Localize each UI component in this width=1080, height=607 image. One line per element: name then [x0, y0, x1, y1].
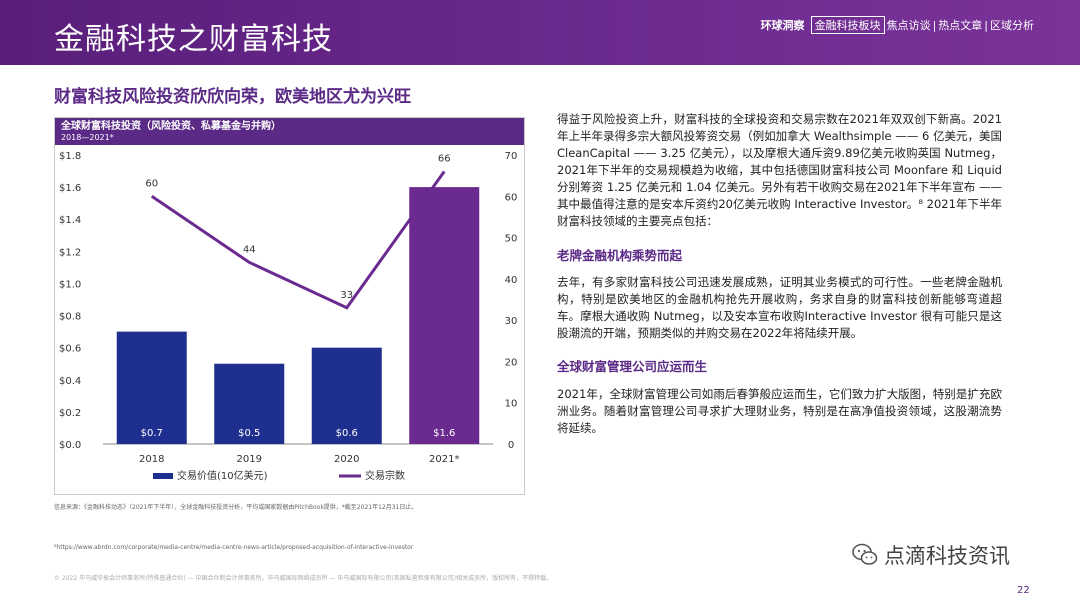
page-number: 22: [1017, 585, 1030, 596]
line-value-label: 66: [438, 154, 451, 165]
chart-subtitle: 2018—2021*: [61, 133, 114, 142]
legend-line-label: 交易宗数: [365, 469, 405, 482]
left-axis-tick-label: $1.8: [59, 151, 81, 162]
section-heading-2: 全球财富管理公司应运而生: [557, 359, 708, 374]
nav-item-regions[interactable]: 区域分析: [990, 19, 1034, 32]
chart-canvas: $0.0 $0.2 $0.4 $0.6 $0.8 $1.0 $1.2 $1.4 $1.6 $1.8…: [59, 151, 518, 482]
nav-separator: |: [932, 18, 937, 32]
nav-item-active[interactable]: 金融科技板块: [810, 16, 885, 34]
bar: [409, 187, 480, 444]
nav-main-label[interactable]: 环球洞察: [760, 19, 805, 32]
right-axis-tick-label: 10: [505, 399, 518, 410]
left-axis-tick-label: $1.6: [59, 183, 81, 194]
nav-item-interviews[interactable]: 焦点访谈: [886, 19, 931, 32]
right-axis-tick-label: 50: [505, 234, 518, 245]
x-tick-label: 2018: [139, 454, 164, 465]
left-axis-tick-label: $0.6: [59, 344, 81, 355]
x-tick-label: 2021*: [429, 454, 459, 465]
chart-title: 全球财富科技投资（风险投资、私募基金与并购）: [61, 121, 281, 132]
right-axis-tick-label: 30: [505, 316, 518, 327]
chart-header: 全球财富科技投资（风险投资、私募基金与并购） 2018—2021*: [55, 118, 524, 145]
section-subtitle: 财富科技风险投资欣欣向荣，欧美地区尤为兴旺: [54, 87, 411, 107]
right-axis-tick-label: 60: [505, 192, 518, 203]
right-axis-tick-label: 40: [505, 275, 518, 286]
nav-separator: |: [984, 18, 988, 32]
paragraph-2: 2021年，全球财富管理公司如雨后春笋般应运而生，它们致力扩大版图，特别是扩充欧…: [557, 387, 1002, 435]
header-nav: 环球洞察 金融科技板块 焦点访谈 | 热点文章 | 区域分析: [761, 16, 1034, 34]
wechat-icon: [852, 543, 878, 565]
section-heading-1: 老牌金融机构乘势而起: [557, 248, 683, 263]
x-tick-label: 2020: [334, 454, 359, 465]
right-axis-tick-label: 70: [505, 151, 518, 162]
bar-value-label: $0.6: [336, 428, 358, 439]
nav-item-articles[interactable]: 热点文章: [938, 19, 983, 32]
left-axis-tick-label: $0.4: [59, 376, 81, 387]
watermark: 点滴科技资讯: [852, 540, 1010, 570]
source-note: 信息来源：《金融科技动态》（2021年下半年），全球金融科技投资分析，平均或国家…: [54, 504, 418, 511]
left-axis-tick-label: $0.0: [59, 440, 81, 451]
chart-panel: 全球财富科技投资（风险投资、私募基金与并购） 2018—2021* $0.0 $0…: [54, 117, 525, 495]
bar: [311, 347, 382, 444]
bar: [214, 363, 285, 444]
paragraph-1: 去年，有多家财富科技公司迅速发展成熟，证明其业务模式的可行性。一些老牌金融机构，…: [557, 275, 1002, 340]
bar: [116, 331, 187, 444]
bar-value-label: $1.6: [433, 428, 455, 439]
bar-value-label: $0.5: [238, 428, 260, 439]
right-axis-tick-label: 0: [508, 440, 514, 451]
line-value-label: 33: [340, 290, 353, 301]
left-axis-tick-label: $1.2: [59, 247, 81, 258]
right-axis-tick-label: 20: [505, 357, 518, 368]
left-axis-tick-label: $0.8: [59, 312, 81, 323]
bar-value-label: $0.7: [141, 428, 163, 439]
watermark-text: 点滴科技资讯: [884, 544, 1010, 568]
left-axis-tick-label: $1.4: [59, 215, 81, 226]
left-axis-tick-label: $0.2: [59, 408, 81, 419]
deal-count-line: [150, 170, 446, 310]
left-axis-tick-label: $1.0: [59, 279, 81, 290]
intro-paragraph: 得益于风险投资上升，财富科技的全球投资和交易宗数在2021年双双创下新高。202…: [557, 112, 1002, 228]
line-value-label: 44: [243, 244, 256, 255]
x-tick-label: 2019: [237, 454, 262, 465]
footnote: ⁸https://www.abrdn.com/corporate/media-c…: [54, 544, 414, 551]
copyright-text: © 2022 毕马威华振会计师事务所(特殊普通合伙) — 中国合伙制会计师事务所…: [54, 575, 553, 582]
legend-bar-swatch: [153, 473, 173, 479]
header-banner: 金融科技之财富科技 环球洞察 金融科技板块 焦点访谈 | 热点文章 | 区域分析: [0, 0, 1080, 65]
legend-bar-label: 交易价值(10亿美元): [177, 469, 268, 482]
line-value-label: 60: [145, 178, 158, 189]
page-title: 金融科技之财富科技: [54, 22, 333, 57]
